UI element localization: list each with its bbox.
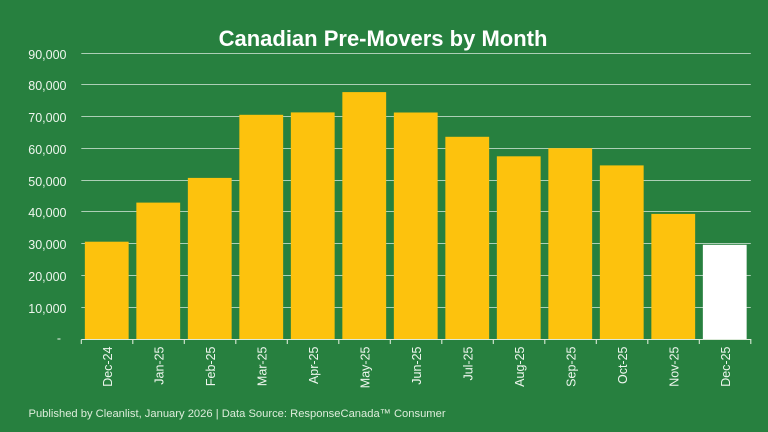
svg-text:30,000: 30,000	[28, 238, 66, 252]
svg-text:Apr-25: Apr-25	[307, 346, 321, 384]
svg-text:Dec-24: Dec-24	[101, 346, 115, 386]
svg-text:60,000: 60,000	[28, 143, 66, 157]
svg-text:Oct-25: Oct-25	[616, 346, 630, 384]
svg-text:40,000: 40,000	[28, 206, 66, 220]
svg-text:Jan-25: Jan-25	[152, 346, 166, 384]
svg-text:Canadian Pre-Movers by Month: Canadian Pre-Movers by Month	[219, 26, 548, 51]
svg-text:80,000: 80,000	[28, 79, 66, 93]
svg-text:Sep-25: Sep-25	[564, 346, 578, 386]
svg-text:50,000: 50,000	[28, 175, 66, 189]
svg-text:Dec-25: Dec-25	[719, 346, 733, 386]
svg-text:Published by Cleanlist, Januar: Published by Cleanlist, January 2026 | D…	[29, 408, 446, 420]
svg-text:Jun-25: Jun-25	[410, 346, 424, 384]
svg-text:Jul-25: Jul-25	[461, 346, 475, 380]
svg-text:20,000: 20,000	[28, 270, 66, 284]
svg-text:Mar-25: Mar-25	[255, 346, 269, 386]
svg-text:Aug-25: Aug-25	[513, 346, 527, 386]
svg-text:70,000: 70,000	[28, 111, 66, 125]
svg-text:10,000: 10,000	[28, 302, 66, 316]
svg-text:Nov-25: Nov-25	[667, 346, 681, 386]
svg-text:90,000: 90,000	[28, 48, 66, 62]
svg-text:May-25: May-25	[358, 346, 372, 388]
svg-text:-: -	[57, 332, 61, 346]
svg-text:Feb-25: Feb-25	[204, 346, 218, 386]
